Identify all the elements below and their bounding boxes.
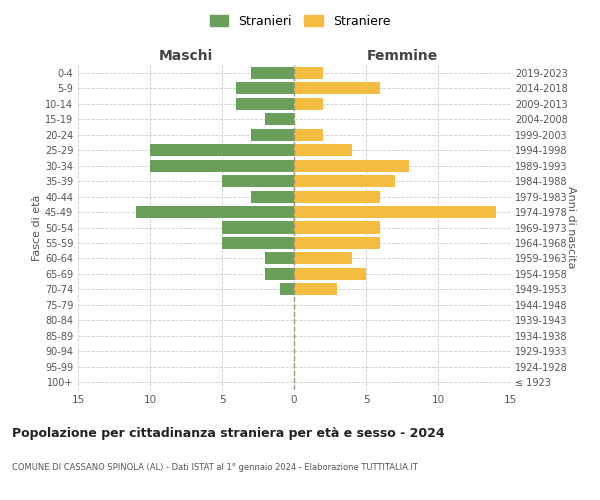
Bar xyxy=(265,268,294,280)
Bar xyxy=(150,144,294,156)
Bar xyxy=(294,237,380,249)
Bar xyxy=(294,144,352,156)
Bar xyxy=(222,222,294,234)
Bar xyxy=(294,284,337,296)
Bar xyxy=(136,206,294,218)
Text: COMUNE DI CASSANO SPINOLA (AL) - Dati ISTAT al 1° gennaio 2024 - Elaborazione TU: COMUNE DI CASSANO SPINOLA (AL) - Dati IS… xyxy=(12,462,418,471)
Bar xyxy=(251,66,294,79)
Y-axis label: Anni di nascita: Anni di nascita xyxy=(566,186,576,269)
Bar xyxy=(294,66,323,79)
Bar xyxy=(265,252,294,264)
Legend: Stranieri, Straniere: Stranieri, Straniere xyxy=(206,11,394,32)
Text: Maschi: Maschi xyxy=(159,48,213,62)
Y-axis label: Fasce di età: Fasce di età xyxy=(32,194,42,260)
Bar xyxy=(222,175,294,187)
Bar xyxy=(294,222,380,234)
Bar xyxy=(294,98,323,110)
Bar xyxy=(294,268,366,280)
Bar xyxy=(251,128,294,140)
Bar xyxy=(280,284,294,296)
Bar xyxy=(294,175,395,187)
Bar xyxy=(294,206,496,218)
Bar xyxy=(236,82,294,94)
Bar xyxy=(222,237,294,249)
Bar xyxy=(294,190,380,202)
Bar xyxy=(294,252,352,264)
Text: Femmine: Femmine xyxy=(367,48,437,62)
Bar xyxy=(294,160,409,172)
Bar xyxy=(251,190,294,202)
Bar xyxy=(150,160,294,172)
Bar xyxy=(294,128,323,140)
Bar xyxy=(265,113,294,125)
Text: Popolazione per cittadinanza straniera per età e sesso - 2024: Popolazione per cittadinanza straniera p… xyxy=(12,428,445,440)
Bar xyxy=(236,98,294,110)
Bar xyxy=(294,82,380,94)
